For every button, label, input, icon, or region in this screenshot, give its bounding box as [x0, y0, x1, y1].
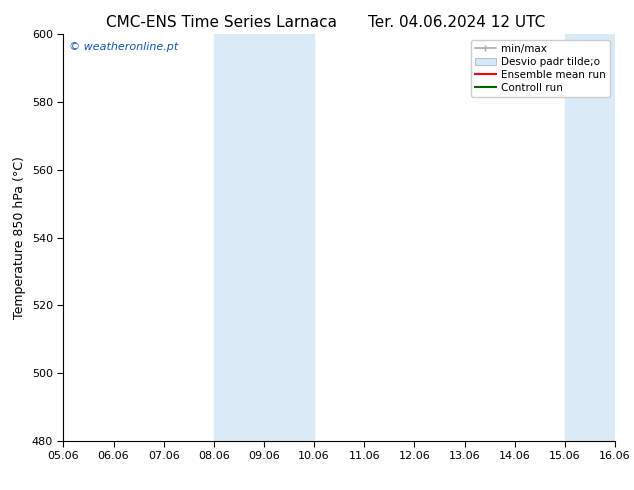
- Text: CMC-ENS Time Series Larnaca: CMC-ENS Time Series Larnaca: [107, 15, 337, 30]
- Text: Ter. 04.06.2024 12 UTC: Ter. 04.06.2024 12 UTC: [368, 15, 545, 30]
- Bar: [565, 34, 634, 441]
- Legend: min/max, Desvio padr tilde;o, Ensemble mean run, Controll run: min/max, Desvio padr tilde;o, Ensemble m…: [470, 40, 610, 97]
- Bar: [214, 34, 314, 441]
- Title: CMC-ENS Time Series Larnaca      Ter. 04.06.2024 12 UTC: CMC-ENS Time Series Larnaca Ter. 04.06.2…: [0, 489, 1, 490]
- Y-axis label: Temperature 850 hPa (°C): Temperature 850 hPa (°C): [13, 156, 26, 319]
- Text: © weatheronline.pt: © weatheronline.pt: [69, 43, 178, 52]
